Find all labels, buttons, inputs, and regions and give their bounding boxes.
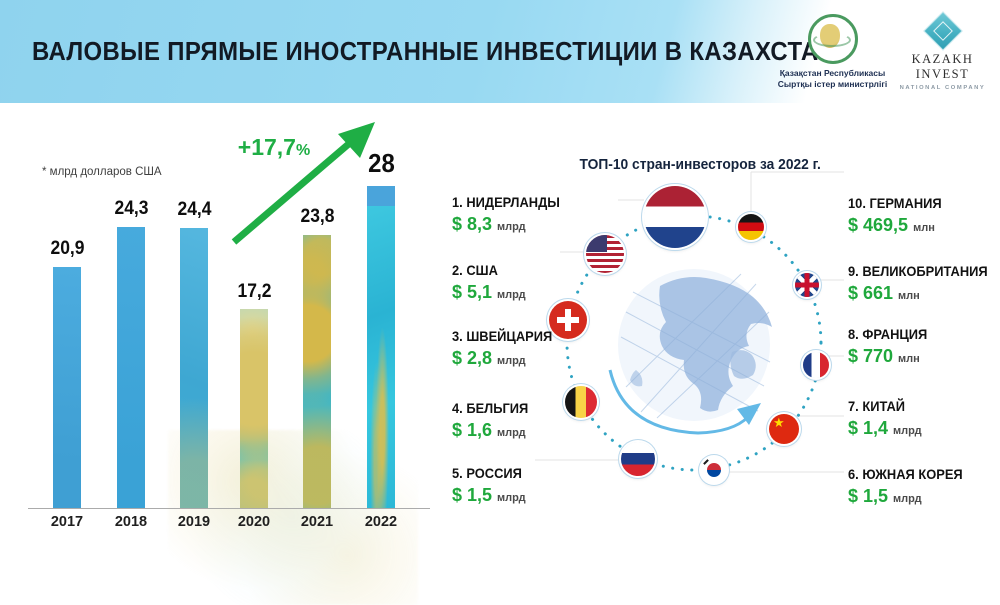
- fdi-bar-chart: * млрд долларов США 20,9 24,3 24,4 17,2 …: [0, 100, 440, 605]
- country-item-germany: 10. ГЕРМАНИЯ $ 469,5 млн: [848, 195, 942, 235]
- usa-flag-icon: [586, 235, 624, 273]
- dotted-orbit-ring: [565, 214, 823, 472]
- bar-2019: [180, 228, 208, 508]
- country-item-switzerland: 3. ШВЕЙЦАРИЯ $ 2,8 млрд: [452, 328, 553, 368]
- south-korea-flag-icon: [701, 457, 727, 483]
- bar-value-2018: 24,3: [113, 198, 149, 219]
- top10-investors-panel: ТОП-10 стран-инвесторов за 2022 г.: [440, 100, 1000, 563]
- logo-area: Қазақстан Республикасы Сыртқы істер мини…: [767, 6, 992, 102]
- mfa-emblem-icon: [807, 14, 858, 64]
- label-connector-lines: [535, 171, 844, 473]
- country-item-france: 8. ФРАНЦИЯ $ 770 млн: [848, 326, 928, 366]
- bar-value-2019: 24,4: [176, 199, 212, 220]
- bar-value-2021: 23,8: [299, 206, 335, 227]
- bar-2020: [240, 309, 268, 508]
- top10-title: ТОП-10 стран-инвесторов за 2022 г.: [579, 156, 821, 173]
- country-item-uk: 9. ВЕЛИКОБРИТАНИЯ $ 661 млн: [848, 263, 988, 303]
- mfa-logo-line1: Қазақстан Республикасы: [779, 68, 886, 78]
- x-tick-2019: 2019: [177, 514, 211, 530]
- china-flag-icon: [769, 414, 799, 444]
- x-tick-2018: 2018: [114, 514, 148, 530]
- kazakh-invest-diamond-icon: [922, 11, 963, 51]
- bar-value-2020: 17,2: [236, 281, 272, 302]
- bar-2022: [367, 186, 395, 508]
- france-flag-icon: [803, 352, 829, 378]
- bar-2017: [53, 267, 81, 508]
- bar-value-2022: 28: [367, 148, 395, 178]
- x-tick-2020: 2020: [237, 514, 271, 530]
- x-tick-2021: 2021: [300, 514, 334, 530]
- x-tick-2017: 2017: [50, 514, 84, 530]
- uk-flag-icon: [795, 273, 819, 297]
- chart-unit-note: * млрд долларов США: [42, 166, 162, 178]
- bar-2018: [117, 227, 145, 508]
- mfa-logo: Қазақстан Республикасы Сыртқы істер мини…: [775, 14, 890, 91]
- x-axis-line: [28, 508, 430, 509]
- header-banner: ВАЛОВЫЕ ПРЯМЫЕ ИНОСТРАННЫЕ ИНВЕСТИЦИИ В …: [0, 0, 1000, 103]
- kazakh-invest-logo: KAZAKH INVEST NATIONAL COMPANY: [895, 11, 990, 91]
- country-item-netherlands: 1. НИДЕРЛАНДЫ $ 8,3 млрд: [452, 194, 560, 234]
- russia-flag-icon: [621, 442, 655, 476]
- circulation-arrow: [608, 369, 750, 435]
- x-tick-2022: 2022: [364, 514, 398, 530]
- switzerland-flag-icon: [549, 301, 587, 339]
- country-item-china: 7. КИТАЙ $ 1,4 млрд: [848, 398, 922, 438]
- mfa-logo-text: Қазақстан Республикасы Сыртқы істер мини…: [775, 68, 890, 91]
- circulation-arrowhead: [737, 403, 761, 425]
- netherlands-flag-icon: [644, 186, 706, 248]
- country-item-russia: 5. РОССИЯ $ 1,5 млрд: [452, 465, 526, 505]
- growth-arrow-icon: [231, 122, 375, 245]
- country-item-belgium: 4. БЕЛЬГИЯ $ 1,6 млрд: [452, 400, 529, 440]
- kazakh-invest-subtitle: NATIONAL COMPANY: [899, 85, 986, 91]
- mfa-logo-line2: Сыртқы істер министрлігі: [777, 79, 888, 90]
- country-item-usa: 2. США $ 5,1 млрд: [452, 262, 526, 302]
- growth-percentage-label: +17,7%: [237, 134, 311, 160]
- country-item-south-korea: 6. ЮЖНАЯ КОРЕЯ $ 1,5 млрд: [848, 466, 963, 506]
- page-title: ВАЛОВЫЕ ПРЯМЫЕ ИНОСТРАННЫЕ ИНВЕСТИЦИИ В …: [32, 36, 906, 67]
- globe-mesh-lines: [620, 273, 771, 419]
- page-title-text: ВАЛОВЫЕ ПРЯМЫЕ ИНОСТРАННЫЕ ИНВЕСТИЦИИ В …: [32, 36, 837, 66]
- globe-graphic: [535, 171, 844, 473]
- belgium-flag-icon: [565, 386, 597, 418]
- bar-2021: [303, 235, 331, 508]
- bar-value-2017: 20,9: [49, 238, 85, 259]
- kazakh-invest-name: KAZAKH INVEST: [911, 52, 974, 81]
- germany-flag-icon: [738, 214, 764, 240]
